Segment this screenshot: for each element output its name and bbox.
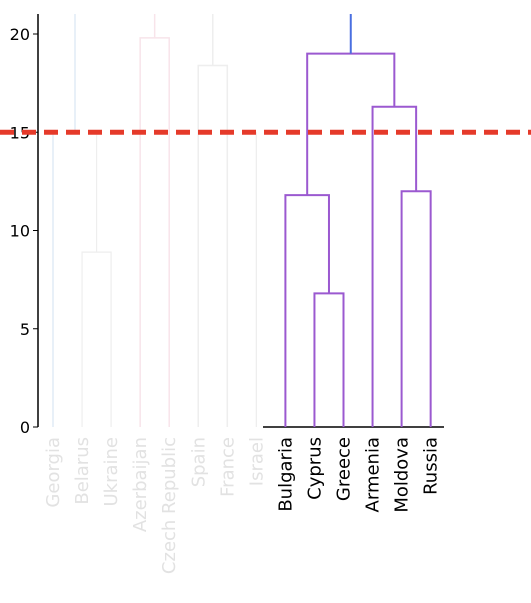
leaf-label: Cyprus [304,437,325,500]
leaf-label: Ukraine [101,437,122,507]
leaf-label: Spain [188,437,209,487]
dendrogram-link [306,52,396,196]
leaf-label: Russia [421,437,442,495]
leaf-label: Azerbaijan [130,437,151,532]
leaf-label: Greece [334,437,355,501]
dendrogram-link [284,194,330,427]
faded-branch [81,251,112,427]
leaf-label: Czech Republic [159,437,180,574]
leaf-label: Armenia [363,437,384,512]
dendrogram-link [313,292,345,427]
faded-branch [197,64,229,427]
y-tick-label: 15 [10,123,30,142]
leaf-label: France [217,437,238,497]
dendrogram-link [400,190,432,427]
y-tick-label: 0 [20,418,30,437]
leaf-label: Israel [246,437,267,486]
leaf-label: Moldova [392,437,413,513]
faded-branch [139,37,170,427]
dendrogram-link [371,105,418,427]
y-tick-label: 20 [10,25,30,44]
y-tick-label: 10 [10,222,30,241]
leaf-label: Belarus [72,437,93,505]
leaf-label: Georgia [43,437,64,508]
y-tick-label: 5 [20,320,30,339]
leaf-label: Bulgaria [275,437,296,512]
